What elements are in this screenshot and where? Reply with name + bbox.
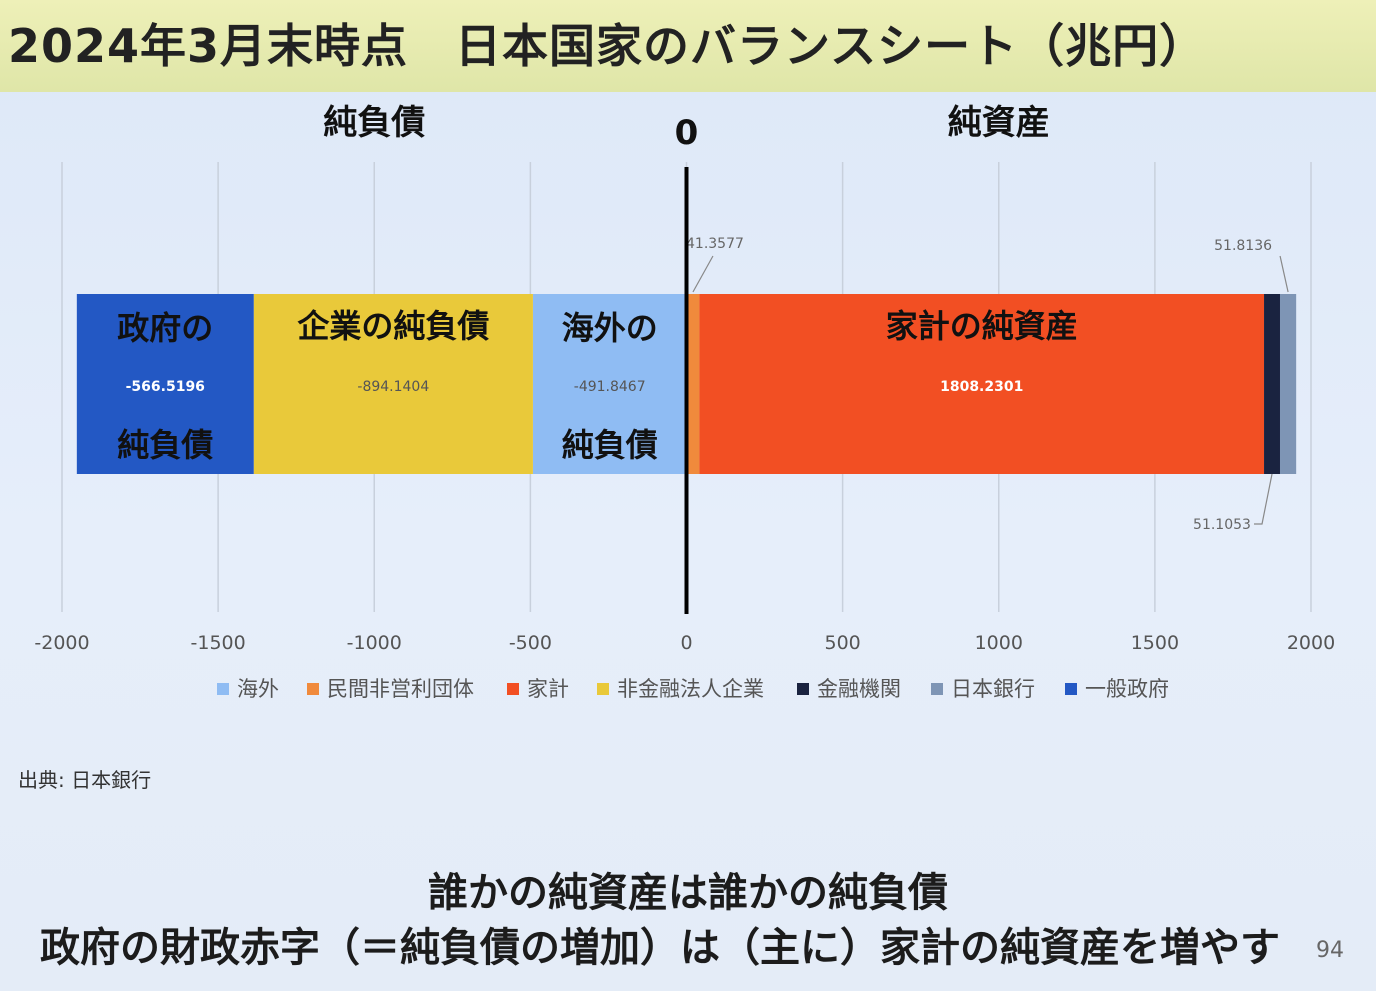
- bar-segment: [1264, 294, 1280, 474]
- x-tick-label: -500: [509, 632, 552, 654]
- legend-label: 家計: [527, 677, 569, 701]
- legend-swatch: [1065, 683, 1077, 695]
- callout-line: [1279, 255, 1289, 293]
- legend-swatch: [797, 683, 809, 695]
- x-tick-label: 2000: [1287, 632, 1335, 654]
- zero-label: 0: [675, 113, 699, 153]
- legend-swatch: [507, 683, 519, 695]
- data-label: 51.1053: [1193, 517, 1251, 533]
- segment-overlay-label: 純負債: [562, 426, 658, 464]
- x-tick-label: -1000: [347, 632, 402, 654]
- x-tick-label: 500: [824, 632, 860, 654]
- title-bar: 2024年3月末時点 日本国家のバランスシート（兆円）: [0, 0, 1376, 92]
- data-label: 51.8136: [1214, 238, 1272, 254]
- segment-overlay-label: 政府の: [117, 309, 213, 347]
- bar-segment: [686, 294, 700, 474]
- bar-segment: [253, 294, 533, 474]
- x-tick-label: -1500: [191, 632, 246, 654]
- legend-label: 日本銀行: [951, 677, 1035, 701]
- segment-overlay-label: 純負債: [117, 426, 213, 464]
- data-label: -491.8467: [574, 379, 646, 395]
- legend-label: 金融機関: [817, 677, 901, 701]
- source-note: 出典: 日本銀行: [18, 768, 152, 792]
- legend-swatch: [217, 683, 229, 695]
- legend-label: 海外: [237, 677, 279, 701]
- segment-overlay-label: 企業の純負債: [297, 307, 489, 345]
- x-tick-label: 1500: [1131, 632, 1179, 654]
- legend-swatch: [597, 683, 609, 695]
- data-label: 1808.2301: [940, 379, 1023, 395]
- balance-sheet-chart: -2000 -1500 -1000 -500 0 500 1000 1500 2000 純負債 純資…: [34, 103, 1335, 701]
- data-label: 41.3577: [686, 236, 744, 252]
- bar-segment: [532, 294, 687, 474]
- page-title: 2024年3月末時点 日本国家のバランスシート（兆円）: [8, 19, 1207, 73]
- callout-line: [692, 255, 714, 293]
- bar-segment: [1279, 294, 1297, 474]
- caption-line-1: 誰かの純資産は誰かの純負債: [428, 870, 948, 916]
- x-tick-label: 1000: [975, 632, 1023, 654]
- bar-segment: [76, 294, 254, 474]
- legend-label: 非金融法人企業: [617, 677, 764, 701]
- x-tick-label: 0: [680, 632, 692, 654]
- data-label: -566.5196: [126, 379, 205, 395]
- x-tick-label: -2000: [34, 632, 89, 654]
- legend-swatch: [307, 683, 319, 695]
- right-header: 純資産: [948, 103, 1050, 143]
- legend-swatch: [931, 683, 943, 695]
- segment-overlay-label: 海外の: [562, 309, 658, 347]
- legend-label: 一般政府: [1085, 677, 1169, 701]
- caption-line-2: 政府の財政赤字（＝純負債の増加）は（主に）家計の純資産を増やす: [40, 925, 1280, 971]
- data-label: -894.1404: [357, 379, 429, 395]
- page-number: 94: [1316, 938, 1344, 963]
- legend-label: 民間非営利団体: [327, 677, 474, 701]
- left-header: 純負債: [323, 103, 425, 143]
- segment-overlay-label: 家計の純資産: [886, 307, 1078, 345]
- bar-segment: [699, 294, 1265, 474]
- callout-line: [1254, 473, 1273, 525]
